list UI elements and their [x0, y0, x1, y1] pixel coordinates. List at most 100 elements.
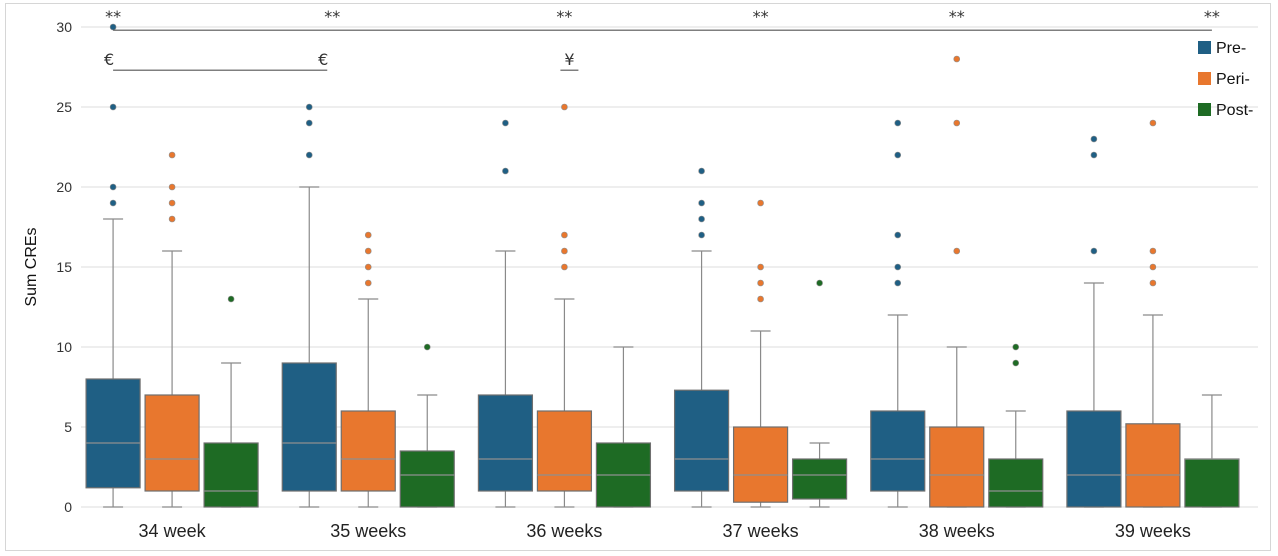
euro-mark: €: [104, 50, 114, 69]
box-2: [536, 103, 593, 508]
outlier-point: [698, 215, 705, 223]
legend-swatch: [1198, 72, 1211, 85]
outlier-point: [953, 55, 961, 63]
outlier-point: [894, 263, 902, 271]
outlier-point: [698, 199, 705, 207]
box-0: [203, 295, 259, 508]
box-body: [673, 389, 730, 492]
x-category-label: 34 week: [139, 521, 207, 541]
legend-label: Post-: [1216, 102, 1253, 119]
legend-label: Peri-: [1216, 71, 1250, 88]
x-category-label: 35 weeks: [330, 521, 406, 541]
yen-mark: ¥: [564, 50, 574, 69]
outlier-point: [364, 247, 372, 255]
outlier-point: [1149, 263, 1157, 271]
outlier-point: [305, 151, 313, 159]
box-body: [85, 378, 141, 489]
legend: Pre- Peri- Post-: [1198, 40, 1253, 119]
outlier-point: [168, 215, 176, 223]
outlier-point: [894, 279, 902, 287]
outlier-point: [757, 199, 764, 207]
outlier-point: [168, 151, 176, 159]
legend-label: Pre-: [1216, 40, 1246, 57]
y-tick-label: 10: [56, 339, 72, 355]
outlier-point: [561, 103, 568, 111]
x-category-label: 36 weeks: [526, 521, 602, 541]
outlier-point: [953, 119, 961, 127]
legend-swatch: [1198, 103, 1211, 116]
box-2: [595, 346, 652, 508]
box-5: [1125, 119, 1181, 508]
outlier-point: [698, 231, 705, 239]
box-body: [1184, 458, 1240, 508]
outlier-point: [502, 167, 509, 175]
box-3: [791, 279, 848, 508]
box-1: [399, 343, 455, 508]
outlier-point: [364, 263, 372, 271]
euro-mark: €: [318, 50, 328, 69]
outlier-point: [757, 279, 764, 287]
box-body: [340, 410, 396, 492]
box-4: [988, 343, 1044, 508]
box-5: [1184, 394, 1240, 508]
outlier-point: [894, 119, 902, 127]
outlier-point: [757, 263, 764, 271]
significance-mark: **: [949, 7, 965, 26]
significance-mark: **: [753, 7, 769, 26]
box-body: [732, 426, 789, 503]
outlier-point: [1149, 279, 1157, 287]
significance-mark: **: [324, 7, 340, 26]
y-tick-label: 25: [56, 99, 72, 115]
outlier-point: [1012, 359, 1020, 367]
box-body: [1125, 423, 1181, 508]
x-category-label: 37 weeks: [723, 521, 799, 541]
box-1: [281, 103, 337, 508]
outlier-point: [305, 119, 313, 127]
box-1: [340, 231, 396, 508]
significance-mark: **: [1204, 7, 1220, 26]
significance-annotations: ** ** ** ** ** ** € € ¥: [104, 7, 1220, 71]
significance-mark: **: [556, 7, 572, 26]
outlier-point: [757, 295, 764, 303]
box-2: [477, 119, 534, 508]
y-axis-ticks: 0 5 10 15 20 25 30: [56, 19, 72, 515]
box-3: [673, 167, 730, 508]
outlier-point: [1012, 343, 1020, 351]
outlier-point: [1149, 119, 1157, 127]
outlier-point: [894, 231, 902, 239]
outlier-point: [698, 167, 705, 175]
outlier-point: [502, 119, 509, 127]
box-3: [732, 199, 789, 508]
box-body: [988, 458, 1044, 508]
box-series: [85, 23, 1240, 508]
box-5: [1066, 135, 1122, 508]
outlier-point: [894, 151, 902, 159]
outlier-point: [364, 231, 372, 239]
box-0: [144, 151, 200, 508]
outlier-point: [109, 183, 117, 191]
outlier-point: [561, 263, 568, 271]
gridlines: [81, 26, 1258, 508]
box-body: [929, 426, 985, 508]
y-axis-label: Sum CREs: [23, 227, 40, 306]
outlier-point: [1090, 135, 1098, 143]
x-category-label: 39 weeks: [1115, 521, 1191, 541]
box-body: [399, 450, 455, 508]
outlier-point: [561, 247, 568, 255]
outlier-point: [168, 199, 176, 207]
outlier-point: [364, 279, 372, 287]
outlier-point: [109, 199, 117, 207]
x-axis-categories: 34 week 35 weeks 36 weeks 37 weeks 38 weeks 3…: [139, 521, 1191, 541]
y-tick-label: 0: [64, 499, 72, 515]
outlier-point: [1090, 247, 1098, 255]
box-4: [929, 55, 985, 508]
outlier-point: [816, 279, 823, 287]
box-4: [870, 119, 926, 508]
outlier-point: [423, 343, 431, 351]
box-body: [281, 362, 337, 492]
outlier-point: [1090, 151, 1098, 159]
box-body: [203, 442, 259, 508]
box-body: [791, 458, 848, 500]
outlier-point: [227, 295, 235, 303]
